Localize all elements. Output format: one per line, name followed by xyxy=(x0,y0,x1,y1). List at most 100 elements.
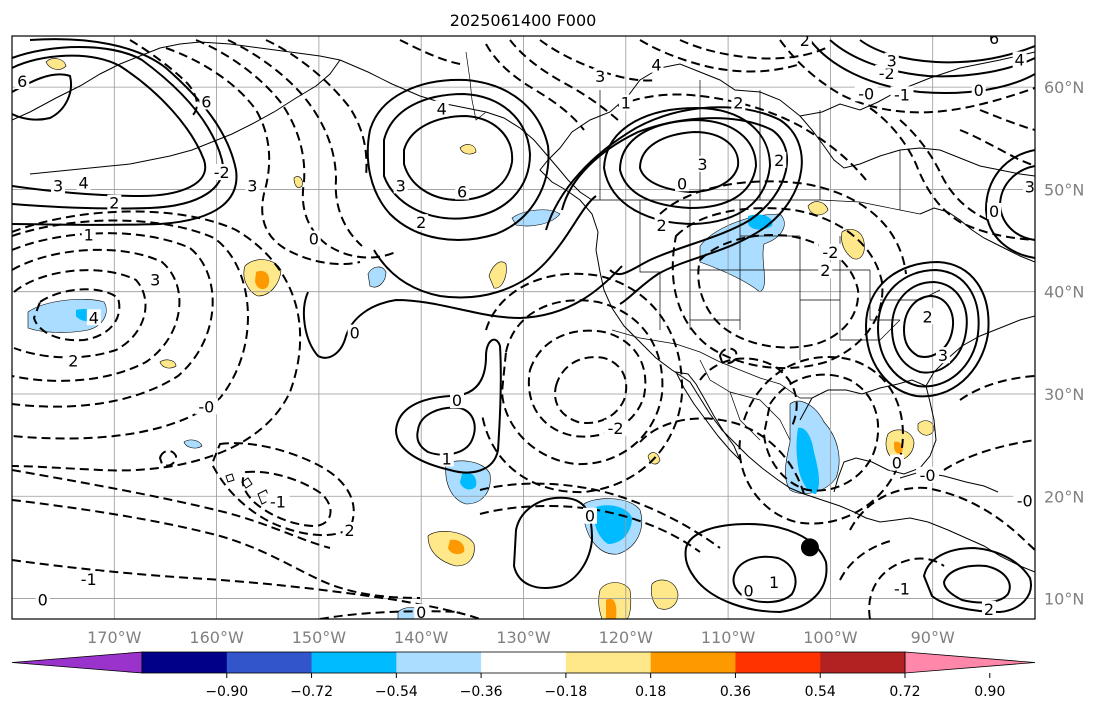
contour-arctic-high-3 xyxy=(859,39,1035,64)
coastline-alaska-mainland xyxy=(12,41,341,121)
contour-canada-high-3 xyxy=(602,106,772,226)
contour-label-bg xyxy=(618,94,633,111)
contour-trop-high-2 xyxy=(684,522,828,614)
contour-label-bg xyxy=(414,603,429,619)
contour-mw-low-rings-1 xyxy=(902,294,954,358)
contour-label-bg xyxy=(1012,51,1027,68)
contour-label-bg xyxy=(51,177,66,194)
contour-label-bg xyxy=(890,580,914,597)
shade-yellow-mn xyxy=(841,229,865,260)
contour-label: 2 xyxy=(984,600,994,619)
map-title: 2025061400 F000 xyxy=(450,11,597,30)
contour-neg-gulf-1 xyxy=(762,373,880,492)
contour-ne-high-2 xyxy=(984,149,1035,259)
contour-label: 3 xyxy=(938,346,948,365)
border-mexico-states xyxy=(699,359,791,441)
contour-neg-hawaii-loop xyxy=(210,442,355,537)
contour-label: -1 xyxy=(894,579,910,598)
lon-tick-label: 90°W xyxy=(911,628,955,647)
colorbar-tick-label: 0.54 xyxy=(805,684,836,700)
lon-tick-label: 150°W xyxy=(292,628,347,647)
colorbar-segment xyxy=(735,652,821,673)
shade-orange-core-pacific xyxy=(255,270,270,290)
contour-label: 3 xyxy=(53,176,63,195)
colorbar-tick-label: −0.54 xyxy=(375,684,418,700)
contour-label: 3 xyxy=(1025,177,1035,196)
contour-label: 1 xyxy=(769,573,779,592)
lon-tick-label: 140°W xyxy=(394,628,449,647)
shade-small-blue-1 xyxy=(183,439,203,449)
contour-label-bg xyxy=(582,507,597,524)
contour-neg-small-loop xyxy=(718,347,738,365)
contour-label: 6 xyxy=(989,29,999,48)
contour-label-bg xyxy=(772,151,787,168)
contour-label-bg xyxy=(854,85,878,102)
contour-label-bg xyxy=(987,36,1002,47)
coastline-great-lakes xyxy=(919,207,1035,263)
contour-label-bg xyxy=(306,230,321,247)
contour-label: 0 xyxy=(974,81,984,100)
contour-neg-central-3 xyxy=(500,299,664,466)
contour-neg-pac-coast-2 xyxy=(509,39,619,121)
contour-neg-west-3 xyxy=(12,559,481,619)
contour-label-bg xyxy=(455,183,470,200)
contour-label: 3 xyxy=(150,270,160,289)
contour-neg-pacific-low-4 xyxy=(12,232,214,408)
lat-tick-label: 60°N xyxy=(1044,78,1084,97)
contour-label-bg xyxy=(76,174,91,191)
contour-bering-high-1 xyxy=(12,73,72,121)
colorbar-segment xyxy=(142,652,228,673)
contour-label-bg xyxy=(675,175,690,192)
colorbar-segment xyxy=(226,652,313,673)
colorbar-segment xyxy=(396,652,482,673)
contour-label: 0 xyxy=(677,174,687,193)
contours-negative xyxy=(12,39,1035,619)
shade-blue-ne-pacific xyxy=(367,266,387,288)
contour-label: 6 xyxy=(17,72,27,91)
contour-bering-high-4 xyxy=(12,38,238,226)
contour-gulf-alaska-high-3 xyxy=(366,78,550,241)
contour-label-bg xyxy=(889,454,904,471)
contour-neg-southeast-us-2 xyxy=(943,439,1035,471)
contour-neg-east-1 xyxy=(849,486,1035,551)
contour-label: 2 xyxy=(800,31,810,50)
contour-gulf-alaska-high-5 xyxy=(302,265,623,359)
contour-label: 4 xyxy=(651,56,661,75)
contour-gulf-alaska-high-1 xyxy=(403,114,514,202)
lat-tick-label: 50°N xyxy=(1044,180,1084,199)
colorbar-tick-label: −0.90 xyxy=(205,684,248,700)
contour-neg-arctic xyxy=(779,39,1035,114)
contour-neg-central-1 xyxy=(527,329,647,438)
contour-label: 4 xyxy=(79,173,89,192)
contour-label-bg xyxy=(731,94,746,111)
contour-label-bg xyxy=(695,155,710,172)
contour-label: 2 xyxy=(109,194,119,213)
contour-label: 1 xyxy=(621,94,631,113)
coastline-florida xyxy=(925,315,1035,387)
contour-canada-high-1 xyxy=(638,130,740,194)
contour-label: -2 xyxy=(214,163,230,182)
lon-tick-label: 160°W xyxy=(189,628,244,647)
lat-tick-label: 20°N xyxy=(1044,487,1084,506)
shade-yellow-bering xyxy=(45,58,67,70)
contour-neg-mexico-1 xyxy=(699,357,798,427)
contour-label: 0 xyxy=(309,230,319,249)
contour-label-bg xyxy=(875,64,899,81)
contour-label-bg xyxy=(439,450,454,467)
colorbar-tick-label: −0.18 xyxy=(544,684,587,700)
colorbar-segment xyxy=(820,652,906,673)
shade-yellow-ontario xyxy=(807,201,829,216)
contour-label-bg xyxy=(797,36,812,49)
coastline-north-america xyxy=(539,51,1035,573)
contour-label-bg xyxy=(1013,492,1035,509)
contour-arctic-high-1 xyxy=(809,39,1035,95)
contour-neg-east-2 xyxy=(868,557,945,619)
contour-label: 3 xyxy=(697,155,707,174)
contour-neg-hawaii-inner xyxy=(241,470,332,528)
contour-neg-central-2 xyxy=(554,356,628,424)
contour-label-bg xyxy=(971,82,986,99)
contour-label-bg xyxy=(916,466,940,483)
contour-label: 0 xyxy=(350,324,360,343)
